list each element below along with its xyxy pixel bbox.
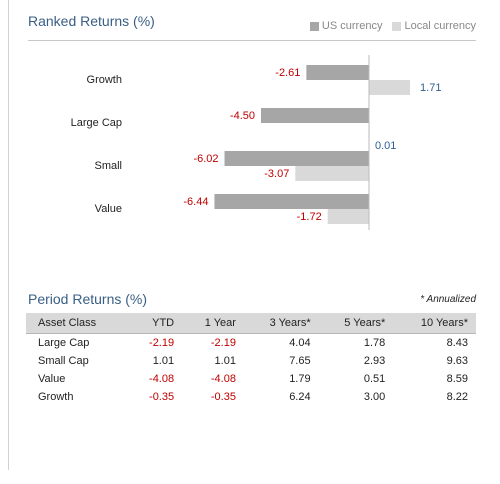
table-cell: -4.08	[149, 373, 175, 385]
table-cell: 6.24	[289, 391, 311, 403]
table-cell: 1.01	[152, 355, 175, 367]
data-label: -6.44	[183, 196, 208, 208]
data-label: -3.07	[264, 168, 289, 180]
legend-item-local: Local currency	[392, 20, 476, 32]
table-row: Small Cap 1.01 1.01 7.65 2.93 9.63	[26, 352, 476, 370]
table-cell: -4.08	[210, 373, 236, 385]
page-left-border	[8, 0, 9, 470]
legend-item-us: US currency	[309, 20, 383, 32]
table-cell: -2.19	[210, 337, 236, 349]
table-cell: Small Cap	[38, 355, 89, 367]
table-row: Growth -0.35 -0.35 6.24 3.00 8.22	[26, 388, 476, 406]
table-cell: -2.19	[149, 337, 175, 349]
category-label: Growth	[87, 74, 122, 86]
bar-us	[224, 151, 369, 166]
data-label: -6.02	[193, 153, 218, 165]
table-cell: Large Cap	[38, 337, 90, 349]
table-cell: -0.35	[210, 391, 236, 403]
table-header-row: Asset Class YTD 1 Year 3 Years* 5 Years*…	[26, 313, 476, 334]
data-label: 1.71	[420, 82, 441, 94]
col-ytd: YTD	[128, 313, 183, 334]
chart-legend: US currency Local currency	[309, 20, 476, 32]
data-label: -4.50	[230, 110, 255, 122]
bar-local	[327, 209, 369, 224]
bar-local	[369, 80, 411, 95]
data-label: -1.72	[297, 211, 322, 223]
table-cell: 8.22	[446, 391, 468, 403]
period-returns-table: Asset Class YTD 1 Year 3 Years* 5 Years*…	[26, 313, 476, 406]
bar-us	[261, 108, 369, 123]
table-cell: 4.04	[289, 337, 311, 349]
bar-us	[214, 194, 369, 209]
table-row: Value -4.08 -4.08 1.79 0.51 8.59	[26, 370, 476, 388]
table-cell: 1.79	[289, 373, 311, 385]
col-3-years: 3 Years*	[243, 313, 319, 334]
category-label: Large Cap	[71, 117, 122, 129]
data-label: 0.01	[375, 140, 396, 152]
table-cell: 7.65	[289, 355, 311, 367]
legend-swatch-us	[309, 21, 319, 31]
table-cell: 8.43	[446, 337, 468, 349]
table-cell: 3.00	[363, 391, 386, 403]
legend-swatch-local	[392, 21, 402, 31]
annualized-note: * Annualized	[420, 294, 476, 305]
table-cell: Growth	[38, 391, 74, 403]
legend-label-local: Local currency	[404, 20, 476, 32]
legend-label-us: US currency	[321, 20, 383, 32]
table-cell: -0.35	[149, 391, 175, 403]
table-cell: 1.01	[214, 355, 236, 367]
col-1-year: 1 Year	[182, 313, 244, 334]
table-cell: 2.93	[363, 355, 386, 367]
table-row: Large Cap -2.19 -2.19 4.04 1.78 8.43	[26, 334, 476, 353]
ranked-returns-title: Ranked Returns (%)	[28, 13, 155, 29]
col-asset-class: Asset Class	[26, 313, 129, 334]
col-10-years: 10 Years*	[393, 313, 476, 334]
table-cell: 9.63	[446, 355, 468, 367]
table-cell: 0.51	[363, 373, 386, 385]
category-label: Value	[95, 203, 122, 215]
bar-local	[295, 166, 369, 181]
table-cell: 1.78	[363, 337, 386, 349]
table-cell: 8.59	[446, 373, 468, 385]
period-returns-title: Period Returns (%)	[28, 291, 148, 307]
col-5-years: 5 Years*	[318, 313, 394, 334]
bar-us	[306, 65, 369, 80]
data-label: -2.61	[275, 67, 300, 79]
ranked-returns-chart: Growth -2.61 1.71 Large Cap -4.50 0.01 Small -6…	[71, 55, 441, 230]
category-label: Small	[94, 160, 122, 172]
table-cell: Value	[38, 373, 66, 385]
chart-header-divider	[28, 40, 476, 41]
